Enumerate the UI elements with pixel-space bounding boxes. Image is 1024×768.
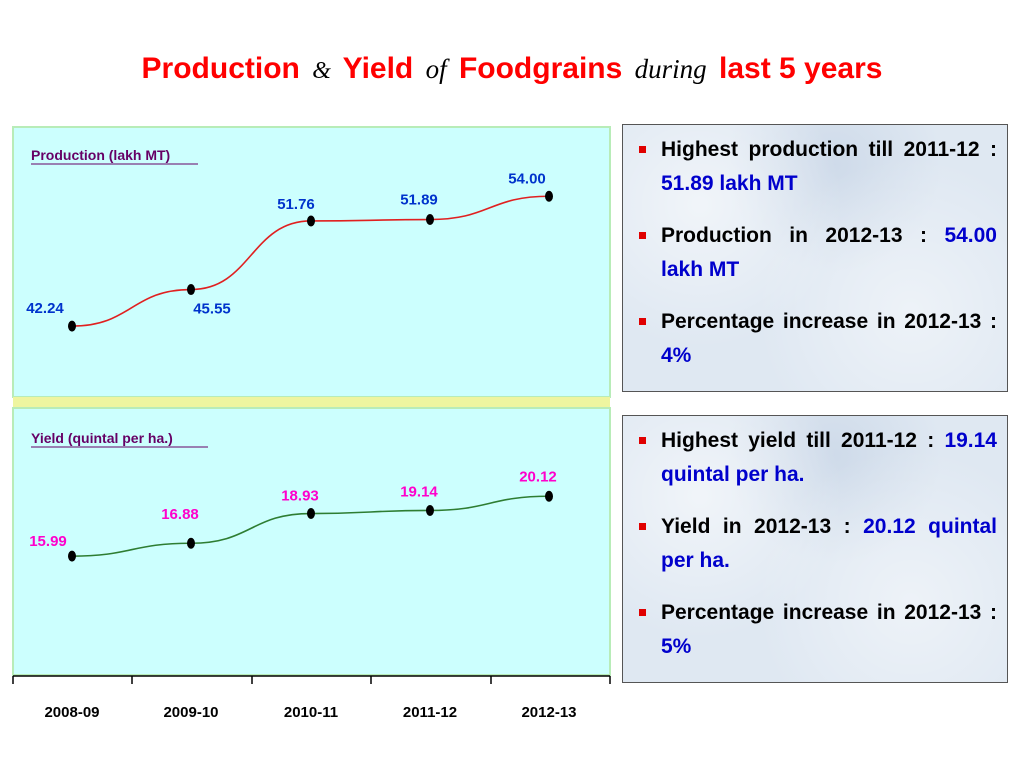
production-panel	[12, 126, 611, 398]
yield-data-label: 20.12	[519, 468, 557, 485]
yield-data-point	[545, 490, 553, 502]
x-tick-label: 2012-13	[521, 704, 576, 721]
production-info-box: Highest production till 2011-12 : 51.89 …	[622, 124, 1008, 392]
title-during: during	[634, 54, 707, 84]
yield-chart-title: Yield (quintal per ha.)	[31, 430, 173, 446]
production-data-label: 42.24	[26, 300, 64, 317]
info-highlight: 51.89 lakh MT	[661, 172, 798, 195]
info-item: Highest yield till 2011-12 : 19.14 quint…	[637, 424, 997, 492]
x-tick-label: 2010-11	[284, 704, 338, 721]
bullet-icon	[639, 146, 646, 153]
production-data-point	[307, 215, 315, 227]
production-data-label: 51.89	[400, 192, 438, 209]
info-highlight: 19.14 quintal per ha.	[661, 429, 997, 486]
info-item: Yield in 2012-13 : 20.12 quintal per ha.	[637, 510, 997, 578]
info-highlight: 54.00 lakh MT	[661, 224, 997, 281]
bullet-icon	[639, 609, 646, 616]
info-item: Production in 2012-13 : 54.00 lakh MT	[637, 219, 997, 287]
yield-info-box: Highest yield till 2011-12 : 19.14 quint…	[622, 415, 1008, 683]
title-of: of	[425, 54, 447, 84]
yield-data-point	[187, 537, 195, 549]
yield-panel	[12, 407, 611, 676]
yield-data-point	[426, 504, 434, 516]
yield-data-point	[68, 550, 76, 562]
info-text: Highest yield till 2011-12 :	[661, 429, 945, 452]
title-ampersand: &	[312, 58, 331, 84]
yield-data-label: 18.93	[281, 488, 319, 505]
production-data-point	[187, 284, 195, 296]
production-data-label: 45.55	[193, 301, 231, 318]
title-foodgrains: Foodgrains	[458, 52, 623, 85]
title-last-5-years: last 5 years	[719, 52, 883, 85]
info-text: Percentage increase in 2012-13 :	[661, 310, 997, 333]
title-yield: Yield	[342, 52, 414, 85]
info-text: Highest production till 2011-12 :	[661, 138, 997, 161]
slide-title: Production & Yield of Foodgrains during …	[0, 52, 1024, 86]
production-data-label: 51.76	[277, 196, 315, 213]
info-highlight: 5%	[661, 635, 692, 658]
title-production: Production	[141, 52, 300, 85]
info-highlight: 4%	[661, 344, 692, 367]
info-item: Percentage increase in 2012-13 : 5%	[637, 596, 997, 664]
panel-separator	[13, 397, 610, 408]
production-data-point	[68, 320, 76, 332]
bullet-icon	[639, 318, 646, 325]
x-tick-label: 2009-10	[163, 704, 218, 721]
info-item: Percentage increase in 2012-13 : 4%	[637, 305, 997, 373]
yield-data-label: 16.88	[161, 506, 199, 523]
production-data-label: 54.00	[508, 170, 546, 187]
info-text: Yield in 2012-13 :	[661, 515, 864, 538]
production-series-line	[71, 195, 550, 327]
bullet-icon	[639, 523, 646, 530]
yield-data-label: 19.14	[400, 483, 438, 500]
production-chart-title: Production (lakh MT)	[31, 147, 170, 163]
info-text: Production in 2012-13 :	[661, 224, 945, 247]
info-text: Percentage increase in 2012-13 :	[661, 601, 997, 624]
x-tick-label: 2011-12	[403, 704, 457, 721]
yield-data-label: 15.99	[29, 533, 67, 550]
bullet-icon	[639, 232, 646, 239]
x-tick-label: 2008-09	[44, 704, 99, 721]
yield-data-point	[307, 508, 315, 520]
production-data-point	[426, 214, 434, 226]
bullet-icon	[639, 437, 646, 444]
production-data-point	[545, 190, 553, 202]
info-item: Highest production till 2011-12 : 51.89 …	[637, 133, 997, 201]
info-highlight: 20.12 quintal per ha.	[661, 515, 997, 572]
